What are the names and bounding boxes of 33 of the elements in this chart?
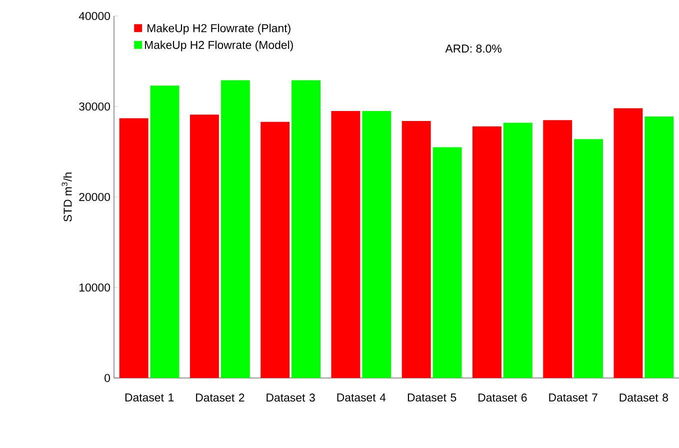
annotation: ARD: 8.0%: [445, 44, 502, 53]
y-tick-label: 20000: [79, 192, 110, 202]
y-tick-label: 10000: [79, 283, 110, 292]
bar: [220, 80, 250, 378]
x-tick-label: Dataset 8: [620, 394, 668, 402]
bar: [614, 108, 643, 378]
bar: [150, 86, 180, 378]
bar: [472, 126, 502, 378]
bar: [644, 116, 674, 378]
y-tick-label: 40000: [78, 12, 110, 20]
x-tick-label: Dataset 6: [478, 394, 527, 402]
x-tick-label: Dataset 2: [196, 394, 244, 402]
bar: [503, 122, 532, 378]
x-tick-label: Dataset 1: [125, 394, 174, 402]
bar: [190, 114, 219, 378]
bar: [292, 80, 321, 378]
bar: [331, 111, 360, 378]
legend-label: MakeUp H2 Flowrate (Plant): [148, 24, 290, 34]
x-tick-label: Dataset 5: [408, 394, 456, 402]
x-tick-label: Dataset 3: [266, 394, 315, 402]
bar: [260, 122, 290, 378]
y-tick-label: 0: [104, 374, 110, 382]
legend-label: MakeUp H2 Flowrate (Model): [145, 40, 293, 52]
x-tick-label: Dataset 4: [337, 394, 386, 402]
bar: [543, 120, 572, 378]
y-axis-title: STD m$^{3}$/h: [62, 172, 72, 222]
bar: [432, 147, 462, 378]
bar: [402, 120, 431, 378]
bar: [119, 118, 148, 378]
bar: [574, 139, 604, 378]
y-tick-label: 30000: [79, 102, 110, 111]
x-tick-label: Dataset 7: [549, 394, 598, 402]
bar: [362, 111, 392, 378]
